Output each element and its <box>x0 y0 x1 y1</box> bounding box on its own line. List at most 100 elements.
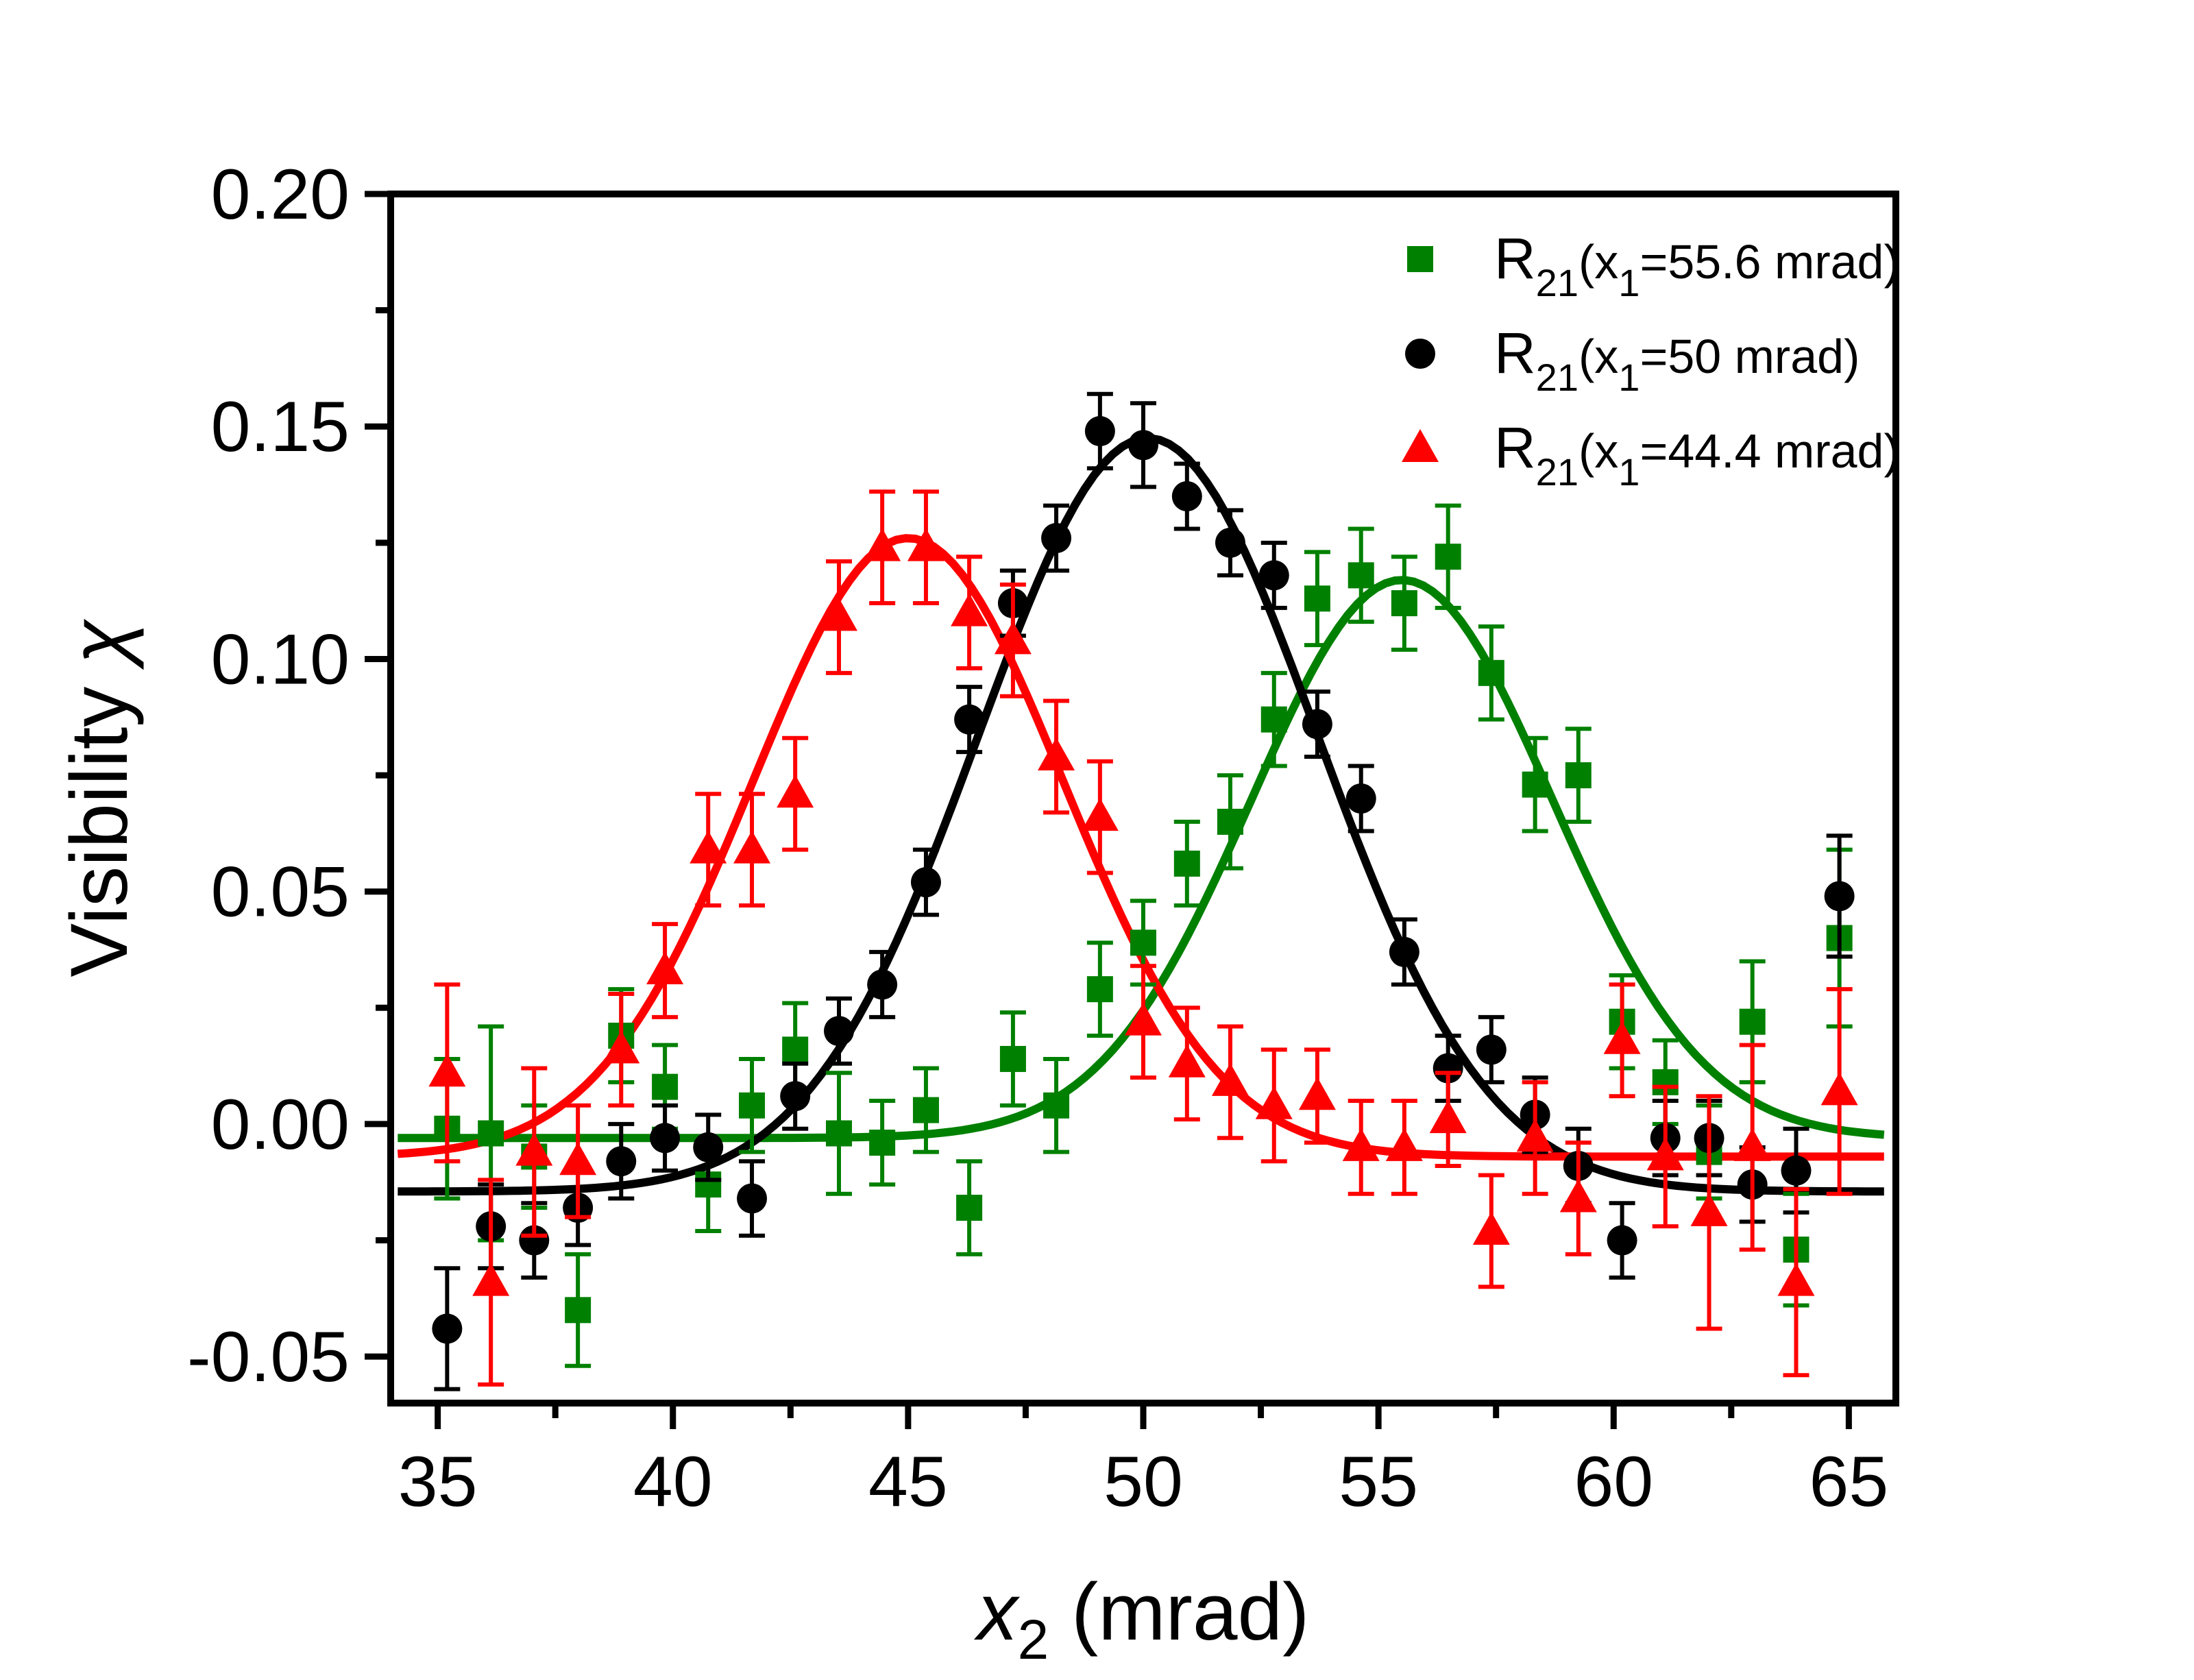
data-point-circle <box>1824 881 1855 912</box>
data-point-triangle <box>1255 1086 1293 1119</box>
data-point-square <box>825 1120 852 1147</box>
data-point-circle <box>1389 936 1419 967</box>
data-point-circle <box>1433 1053 1463 1084</box>
data-point-triangle <box>994 621 1032 655</box>
data-point-triangle <box>515 1132 553 1166</box>
data-point-circle <box>954 704 985 735</box>
data-point-square <box>912 1097 939 1123</box>
data-point-circle <box>737 1183 768 1214</box>
data-point-square <box>1391 590 1417 617</box>
data-point-square <box>1086 976 1113 1003</box>
data-point-circle <box>1781 1155 1812 1186</box>
data-point-circle <box>1128 430 1158 461</box>
data-point-triangle <box>1820 1072 1858 1106</box>
data-point-triangle <box>559 1142 597 1176</box>
data-point-circle <box>1345 783 1376 814</box>
data-point-circle <box>823 1016 854 1047</box>
data-point-triangle <box>1646 1137 1684 1171</box>
data-point-square <box>999 1045 1026 1072</box>
data-point-square <box>1565 762 1592 789</box>
y-tick-label: 0.15 <box>211 387 350 467</box>
series-2 <box>428 489 1858 1387</box>
data-point-triangle <box>907 528 944 561</box>
data-point-triangle <box>1777 1263 1815 1296</box>
x-tick-label: 45 <box>868 1442 948 1522</box>
data-point-circle <box>867 969 898 1000</box>
data-point-circle <box>1476 1034 1507 1065</box>
data-point-circle <box>910 867 941 898</box>
data-point-square <box>1348 562 1374 589</box>
data-point-square <box>1173 850 1200 877</box>
fit-curve-2 <box>397 534 1884 1161</box>
data-point-triangle <box>1516 1119 1554 1152</box>
data-point-triangle <box>1211 1062 1249 1096</box>
data-point-square <box>739 1092 766 1119</box>
legend: R21(x1=55.6 mrad) R21(x1=50 mrad) R21(x1=4… <box>1402 226 1900 494</box>
data-point-triangle <box>1402 429 1439 462</box>
data-point-triangle <box>1472 1211 1510 1245</box>
x-tick-label: 65 <box>1809 1442 1889 1522</box>
data-point-circle <box>650 1123 681 1154</box>
data-point-square <box>869 1130 896 1156</box>
data-point-square <box>782 1036 809 1063</box>
data-point-triangle <box>1125 1002 1162 1036</box>
series-1 <box>432 391 1855 1391</box>
data-point-circle <box>1215 527 1245 558</box>
data-point-triangle <box>690 830 727 864</box>
series-0 <box>434 503 1853 1368</box>
data-point-triangle <box>1385 1128 1423 1161</box>
data-point-square <box>1217 808 1243 835</box>
data-point-circle <box>519 1225 550 1256</box>
y-tick-label: 0.10 <box>211 620 350 699</box>
data-point-circle <box>1258 560 1289 591</box>
data-point-triangle <box>472 1263 510 1296</box>
data-point-square <box>1478 659 1504 686</box>
y-tick-label: 0.20 <box>211 155 350 234</box>
data-point-triangle <box>951 593 988 626</box>
data-point-circle <box>432 1313 463 1344</box>
data-point-square <box>1304 585 1330 612</box>
data-point-triangle <box>646 951 684 985</box>
x-tick-label: 35 <box>398 1442 478 1522</box>
data-point-square <box>565 1297 592 1324</box>
data-point-triangle <box>733 830 771 864</box>
x-tick-label: 55 <box>1339 1442 1418 1522</box>
data-point-triangle <box>1603 1021 1641 1054</box>
data-point-triangle <box>864 528 901 561</box>
y-axis-label: Visibility χ <box>54 619 145 977</box>
data-point-triangle <box>1298 1077 1336 1110</box>
data-point-circle <box>1171 481 1202 511</box>
y-tick-label: 0.00 <box>211 1085 350 1165</box>
data-point-circle <box>1041 523 1072 554</box>
data-point-triangle <box>602 1030 640 1064</box>
data-point-circle <box>693 1132 724 1162</box>
data-point-circle <box>1302 709 1332 740</box>
data-point-triangle <box>777 775 814 808</box>
data-point-circle <box>1084 416 1115 447</box>
x-tick-label: 40 <box>633 1442 713 1522</box>
data-point-triangle <box>1733 1128 1771 1161</box>
data-point-triangle <box>1081 798 1119 831</box>
data-point-triangle <box>1690 1193 1728 1226</box>
data-point-square <box>652 1073 679 1100</box>
data-point-circle <box>1607 1225 1637 1256</box>
x-tick-label: 60 <box>1574 1442 1653 1522</box>
data-point-triangle <box>1168 1044 1206 1078</box>
data-point-square <box>1435 544 1461 570</box>
data-point-square <box>478 1120 504 1147</box>
data-point-square <box>1043 1092 1070 1119</box>
data-point-triangle <box>1559 1179 1597 1213</box>
data-point-circle <box>606 1146 637 1177</box>
data-point-circle <box>1405 339 1435 369</box>
data-point-triangle <box>1038 737 1075 770</box>
legend-label: R21(x1=50 mrad) <box>1494 321 1860 399</box>
data-point-square <box>1260 706 1287 733</box>
data-point-triangle <box>1429 1100 1467 1134</box>
data-point-triangle <box>1342 1128 1380 1161</box>
x-axis-label: x2 (mrad) <box>974 1567 1310 1671</box>
data-point-square <box>1407 246 1433 272</box>
x-tick-label: 50 <box>1104 1442 1183 1522</box>
y-tick-label: -0.05 <box>187 1317 350 1397</box>
